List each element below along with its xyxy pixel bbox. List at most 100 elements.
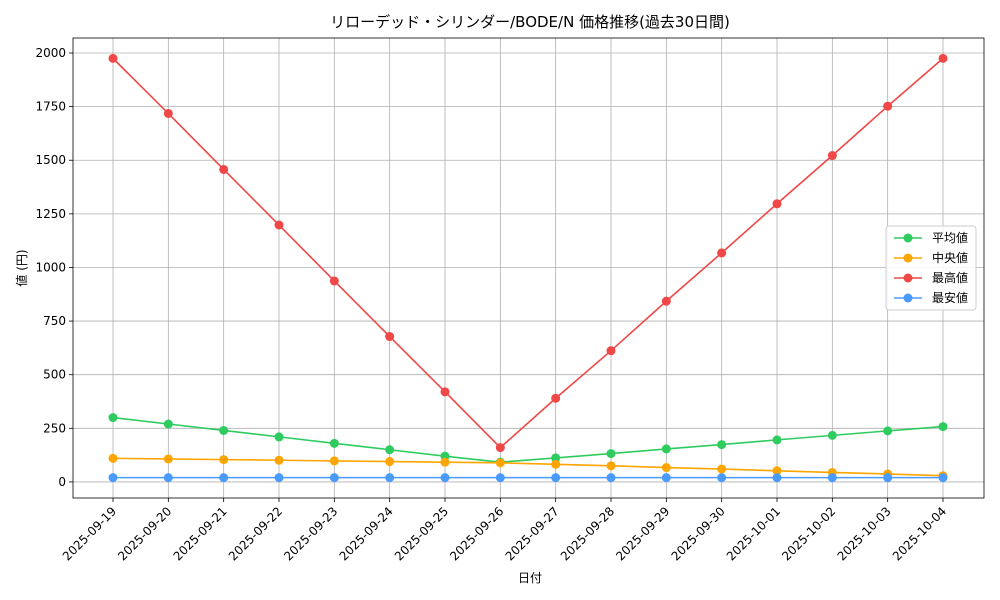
- legend-marker: [903, 253, 913, 263]
- data-point: [495, 443, 505, 453]
- data-point: [551, 473, 561, 483]
- x-tick-label: 2025-09-19: [60, 504, 119, 563]
- data-point: [329, 456, 339, 466]
- x-tick-label: 2025-10-02: [779, 504, 838, 563]
- data-point: [772, 199, 782, 209]
- x-tick-label: 2025-09-24: [337, 504, 396, 563]
- data-point: [772, 435, 782, 445]
- data-point: [827, 430, 837, 440]
- data-point: [274, 220, 284, 230]
- legend-box: [885, 225, 977, 311]
- series-1: [108, 413, 948, 467]
- x-tick-label: 2025-10-04: [890, 504, 949, 563]
- axes: [69, 37, 985, 502]
- data-point: [108, 53, 118, 63]
- series-line: [112, 457, 944, 477]
- legend-item: 最安値: [894, 290, 968, 305]
- data-point: [717, 473, 727, 483]
- data-point: [219, 455, 229, 465]
- data-point: [772, 466, 782, 476]
- data-point: [163, 108, 173, 118]
- data-point: [495, 458, 505, 468]
- data-point: [551, 459, 561, 469]
- legend-marker: [903, 293, 913, 303]
- data-point: [274, 432, 284, 442]
- data-point: [606, 461, 616, 471]
- series-line: [112, 416, 944, 463]
- data-point: [440, 457, 450, 467]
- y-tick-label: 0: [58, 475, 66, 489]
- y-tick-label: 500: [43, 368, 66, 382]
- data-point: [163, 419, 173, 429]
- data-point: [661, 296, 671, 306]
- data-point: [772, 473, 782, 483]
- data-point: [606, 346, 616, 356]
- legend-marker: [903, 273, 913, 283]
- y-tick-label: 1500: [35, 153, 66, 167]
- data-point: [606, 449, 616, 459]
- data-point: [495, 473, 505, 483]
- data-point: [108, 413, 118, 423]
- x-tick-label: 2025-09-23: [281, 504, 340, 563]
- data-point: [219, 473, 229, 483]
- legend-item: 平均値: [894, 230, 968, 245]
- data-point: [827, 151, 837, 161]
- data-point: [883, 426, 893, 436]
- data-point: [163, 473, 173, 483]
- data-point: [385, 457, 395, 467]
- plot-frame: [72, 37, 985, 499]
- y-tick-label: 1250: [35, 207, 66, 221]
- data-point: [274, 473, 284, 483]
- data-point: [108, 473, 118, 483]
- data-point: [551, 393, 561, 403]
- data-point: [440, 387, 450, 397]
- legend-label: 中央値: [932, 250, 968, 265]
- data-point: [717, 248, 727, 258]
- x-tick-label: 2025-09-21: [171, 504, 230, 563]
- data-point: [440, 473, 450, 483]
- data-point: [219, 425, 229, 435]
- data-point: [385, 332, 395, 342]
- series-3: [108, 53, 948, 453]
- x-tick-label: 2025-09-20: [115, 504, 174, 563]
- data-point: [329, 473, 339, 483]
- legend-marker: [903, 233, 913, 243]
- data-point: [827, 473, 837, 483]
- legend-item: 最高値: [894, 270, 968, 285]
- data-point: [938, 422, 948, 432]
- series-group: [108, 53, 948, 483]
- legend-label: 最安値: [932, 290, 968, 305]
- x-axis-label: 日付: [518, 571, 542, 585]
- series-line: [112, 57, 944, 449]
- series-4: [108, 473, 948, 483]
- x-tick-label: 2025-09-22: [226, 504, 285, 563]
- legend-label: 平均値: [932, 230, 968, 245]
- data-point: [883, 101, 893, 111]
- data-point: [219, 164, 229, 174]
- y-tick-label: 750: [43, 314, 66, 328]
- data-point: [717, 464, 727, 474]
- data-point: [883, 473, 893, 483]
- chart-title: リローデッド・シリンダー/BODE/N 価格推移(過去30日間): [330, 13, 730, 31]
- data-point: [329, 438, 339, 448]
- x-tick-label: 2025-09-27: [503, 504, 562, 563]
- data-point: [661, 444, 671, 454]
- data-point: [329, 276, 339, 286]
- data-point: [108, 453, 118, 463]
- x-tick-label: 2025-09-26: [447, 504, 506, 563]
- x-tick-label: 2025-09-29: [613, 504, 672, 563]
- legend-label: 最高値: [932, 270, 968, 285]
- data-point: [938, 473, 948, 483]
- y-tick-label: 1000: [35, 260, 66, 274]
- x-tick-label: 2025-10-03: [835, 504, 894, 563]
- grid: [73, 38, 984, 498]
- data-point: [274, 455, 284, 465]
- data-point: [661, 463, 671, 473]
- legend-item: 中央値: [894, 250, 968, 265]
- y-tick-label: 250: [43, 421, 66, 435]
- x-tick-label: 2025-09-30: [669, 504, 728, 563]
- tick-labels: 2025-09-192025-09-202025-09-212025-09-22…: [35, 46, 949, 563]
- x-tick-label: 2025-10-01: [724, 504, 783, 563]
